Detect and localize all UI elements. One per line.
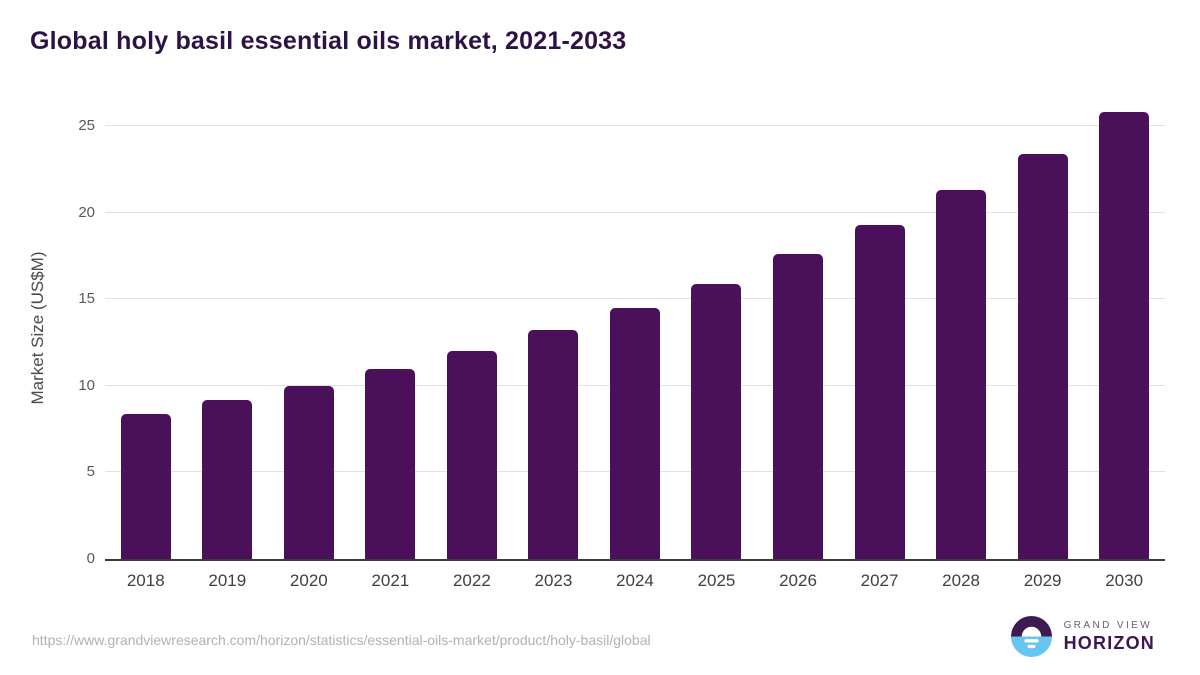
gridline-15 [105, 298, 1165, 300]
bar-slot-2027 [839, 95, 921, 559]
x-tick-2030: 2030 [1105, 571, 1144, 590]
bar-2027 [854, 224, 905, 559]
plot-area [105, 95, 1165, 561]
bar-slot-2025 [676, 95, 758, 559]
y-tick-15: 15 [78, 290, 95, 308]
bar-slot-2020 [268, 95, 350, 559]
bar-slot-2021 [350, 95, 432, 559]
bar-2029 [1017, 153, 1068, 559]
logo-brand-name: GRAND VIEW [1063, 619, 1153, 631]
x-tick-2018: 2018 [126, 571, 165, 590]
bar-slot-2024 [594, 95, 676, 559]
x-tick-2028: 2028 [942, 571, 980, 590]
bar-slot-2022 [431, 95, 513, 559]
x-tick-2025: 2025 [697, 571, 736, 590]
bar-slot-2019 [187, 95, 269, 559]
bar-2021 [365, 368, 416, 559]
bar-2026 [773, 254, 824, 559]
x-tick-2023: 2023 [534, 571, 573, 590]
bar-2020 [283, 385, 334, 559]
x-tick-2020: 2020 [289, 571, 328, 590]
bar-2028 [936, 190, 987, 559]
bar-slot-2026 [757, 95, 839, 559]
y-tick-10: 10 [78, 376, 95, 394]
bar-slot-2028 [920, 95, 1002, 559]
bar-2018 [120, 413, 171, 559]
x-tick-2022: 2022 [452, 571, 491, 590]
bar-slot-2029 [1002, 95, 1084, 559]
y-tick-20: 20 [78, 203, 95, 221]
x-axis-line [105, 559, 1165, 561]
y-tick-0: 0 [86, 550, 95, 567]
x-tick-2026: 2026 [779, 571, 817, 590]
grand-view-horizon-logo: GRAND VIEW HORIZON [1010, 616, 1155, 657]
x-axis-tick-labels: 2018 2019 2020 2021 2022 2023 2024 2025 2026 2027… [105, 571, 1165, 591]
y-axis-tick-labels: 0 5 10 15 20 25 [40, 95, 95, 567]
x-tick-2024: 2024 [616, 571, 654, 590]
y-tick-5: 5 [86, 463, 95, 481]
bar-2019 [202, 399, 253, 559]
chart-title: Global holy basil essential oils market,… [30, 27, 627, 55]
bar-2030 [1099, 112, 1150, 559]
x-tick-2027: 2027 [860, 571, 899, 590]
bar-slot-2018 [105, 95, 187, 559]
source-url: https://www.grandviewresearch.com/horizo… [32, 632, 651, 648]
x-tick-2019: 2019 [208, 571, 247, 590]
bar-2022 [446, 351, 497, 559]
bar-2025 [691, 283, 742, 559]
bar-series [105, 95, 1165, 559]
logo-text: GRAND VIEW HORIZON [1064, 620, 1155, 654]
y-tick-25: 25 [78, 117, 95, 135]
bar-2023 [528, 330, 579, 559]
x-tick-2029: 2029 [1023, 571, 1062, 590]
gridline-20 [105, 211, 1165, 213]
bar-slot-2023 [513, 95, 595, 559]
bar-slot-2030 [1083, 95, 1165, 559]
sun-over-horizon-icon [1010, 616, 1052, 657]
bar-2024 [609, 307, 660, 559]
gridline-25 [105, 125, 1165, 127]
x-tick-2021: 2021 [371, 571, 410, 590]
logo-product-name: HORIZON [1063, 632, 1155, 653]
